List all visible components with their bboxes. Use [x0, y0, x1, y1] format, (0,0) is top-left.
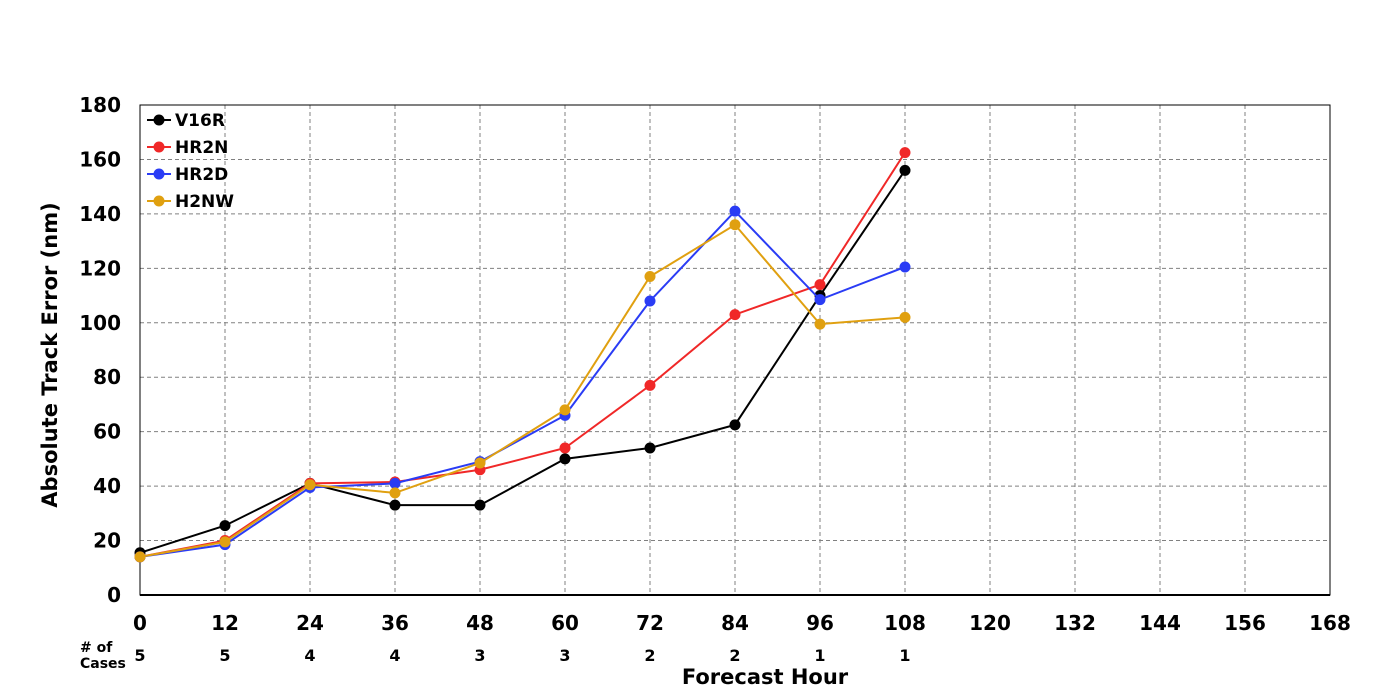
- data-point-hr2n: [814, 279, 826, 291]
- data-point-v16r: [729, 419, 741, 431]
- data-point-h2nw: [134, 551, 146, 563]
- x-tick-label: 12: [211, 611, 239, 635]
- x-tick-label: 108: [884, 611, 926, 635]
- x-tick-label: 156: [1224, 611, 1266, 635]
- y-tick-label: 20: [93, 529, 121, 553]
- tick-label-layer: 0 20 40 60 80 100 120 140 160 180 0 12 24 36 48 60 72 84 9…: [79, 93, 1351, 635]
- data-point-v16r: [899, 164, 911, 176]
- data-point-hr2d: [644, 295, 656, 307]
- y-tick-label: 140: [79, 202, 121, 226]
- cases-row-label: # of Cases: [80, 640, 126, 672]
- data-point-h2nw: [644, 271, 656, 282]
- legend-marker: [153, 141, 165, 153]
- case-count-label: 5: [219, 646, 230, 665]
- data-point-hr2n: [559, 442, 571, 454]
- data-point-h2nw: [474, 457, 486, 469]
- x-tick-label: 84: [721, 611, 749, 635]
- y-tick-label: 120: [79, 256, 121, 280]
- case-count-label: 2: [644, 646, 655, 665]
- data-point-hr2d: [729, 205, 741, 217]
- data-point-hr2d: [814, 294, 826, 306]
- legend-marker: [153, 195, 165, 207]
- y-tick-label: 180: [79, 93, 121, 117]
- series-hr2n: [134, 147, 911, 563]
- x-axis-title: Forecast Hour: [682, 665, 849, 689]
- case-count-label: 3: [474, 646, 485, 665]
- series-h2nw: [134, 219, 911, 563]
- case-count-label: 4: [304, 646, 315, 665]
- legend-entry-hr2d: HR2D: [147, 165, 228, 185]
- y-tick-label: 160: [79, 147, 121, 171]
- x-tick-label: 36: [381, 611, 409, 635]
- case-count-label: 1: [899, 646, 910, 665]
- y-tick-label: 40: [93, 474, 121, 498]
- case-count-label: 2: [729, 646, 740, 665]
- y-tick-label: 0: [107, 583, 121, 607]
- x-tick-label: 48: [466, 611, 494, 635]
- cases-row-label-line: # of: [80, 640, 113, 656]
- x-tick-label: 144: [1139, 611, 1181, 635]
- x-tick-label: 0: [133, 611, 147, 635]
- x-tick-label: 72: [636, 611, 664, 635]
- data-point-hr2n: [899, 147, 911, 159]
- legend: V16R HR2N HR2D H2NW: [147, 111, 234, 212]
- y-tick-label: 60: [93, 420, 121, 444]
- x-tick-label: 60: [551, 611, 579, 635]
- data-point-v16r: [559, 453, 571, 465]
- series-line-h2nw: [139, 223, 906, 558]
- data-point-h2nw: [219, 536, 231, 548]
- legend-label: H2NW: [175, 192, 234, 212]
- data-point-v16r: [474, 499, 486, 511]
- x-tick-label: 24: [296, 611, 324, 635]
- series-v16r: [134, 164, 911, 559]
- legend-entry-h2nw: H2NW: [147, 192, 234, 212]
- data-point-h2nw: [899, 311, 911, 323]
- legend-marker: [153, 114, 165, 126]
- grid-layer: [140, 105, 1330, 595]
- series-hr2d: [134, 205, 911, 563]
- data-point-h2nw: [304, 479, 316, 491]
- case-count-label: 1: [814, 646, 825, 665]
- data-point-hr2n: [644, 379, 656, 391]
- x-tick-label: 168: [1309, 611, 1351, 635]
- data-point-h2nw: [559, 404, 571, 416]
- legend-marker: [153, 168, 165, 180]
- legend-label: V16R: [175, 111, 225, 131]
- legend-entry-v16r: V16R: [147, 111, 225, 131]
- case-count-label: 3: [559, 646, 570, 665]
- data-point-h2nw: [814, 318, 826, 330]
- x-tick-label: 132: [1054, 611, 1096, 635]
- series-line-hr2n: [139, 152, 906, 558]
- data-point-hr2d: [389, 477, 401, 489]
- data-point-v16r: [219, 520, 231, 532]
- legend-label: HR2D: [175, 165, 228, 185]
- series-layer: [134, 147, 911, 563]
- series-line-hr2d: [139, 209, 906, 558]
- legend-entry-hr2n: HR2N: [147, 138, 228, 158]
- data-point-v16r: [389, 499, 401, 511]
- data-point-h2nw: [729, 219, 741, 231]
- y-tick-label: 100: [79, 311, 121, 335]
- case-count-label: 5: [134, 646, 145, 665]
- data-point-hr2d: [899, 261, 911, 273]
- data-point-hr2n: [729, 309, 741, 321]
- data-point-v16r: [644, 442, 656, 454]
- case-count-label: 4: [389, 646, 400, 665]
- x-tick-label: 120: [969, 611, 1011, 635]
- y-tick-label: 80: [93, 365, 121, 389]
- cases-layer: # of Cases 5 5 4 4 3 3 2 2 1 1: [80, 640, 911, 672]
- series-line-v16r: [139, 169, 906, 554]
- x-tick-label: 96: [806, 611, 834, 635]
- cases-row-label-line: Cases: [80, 656, 126, 672]
- legend-label: HR2N: [175, 138, 228, 158]
- y-axis-title: Absolute Track Error (nm): [38, 202, 62, 507]
- data-point-h2nw: [389, 487, 401, 499]
